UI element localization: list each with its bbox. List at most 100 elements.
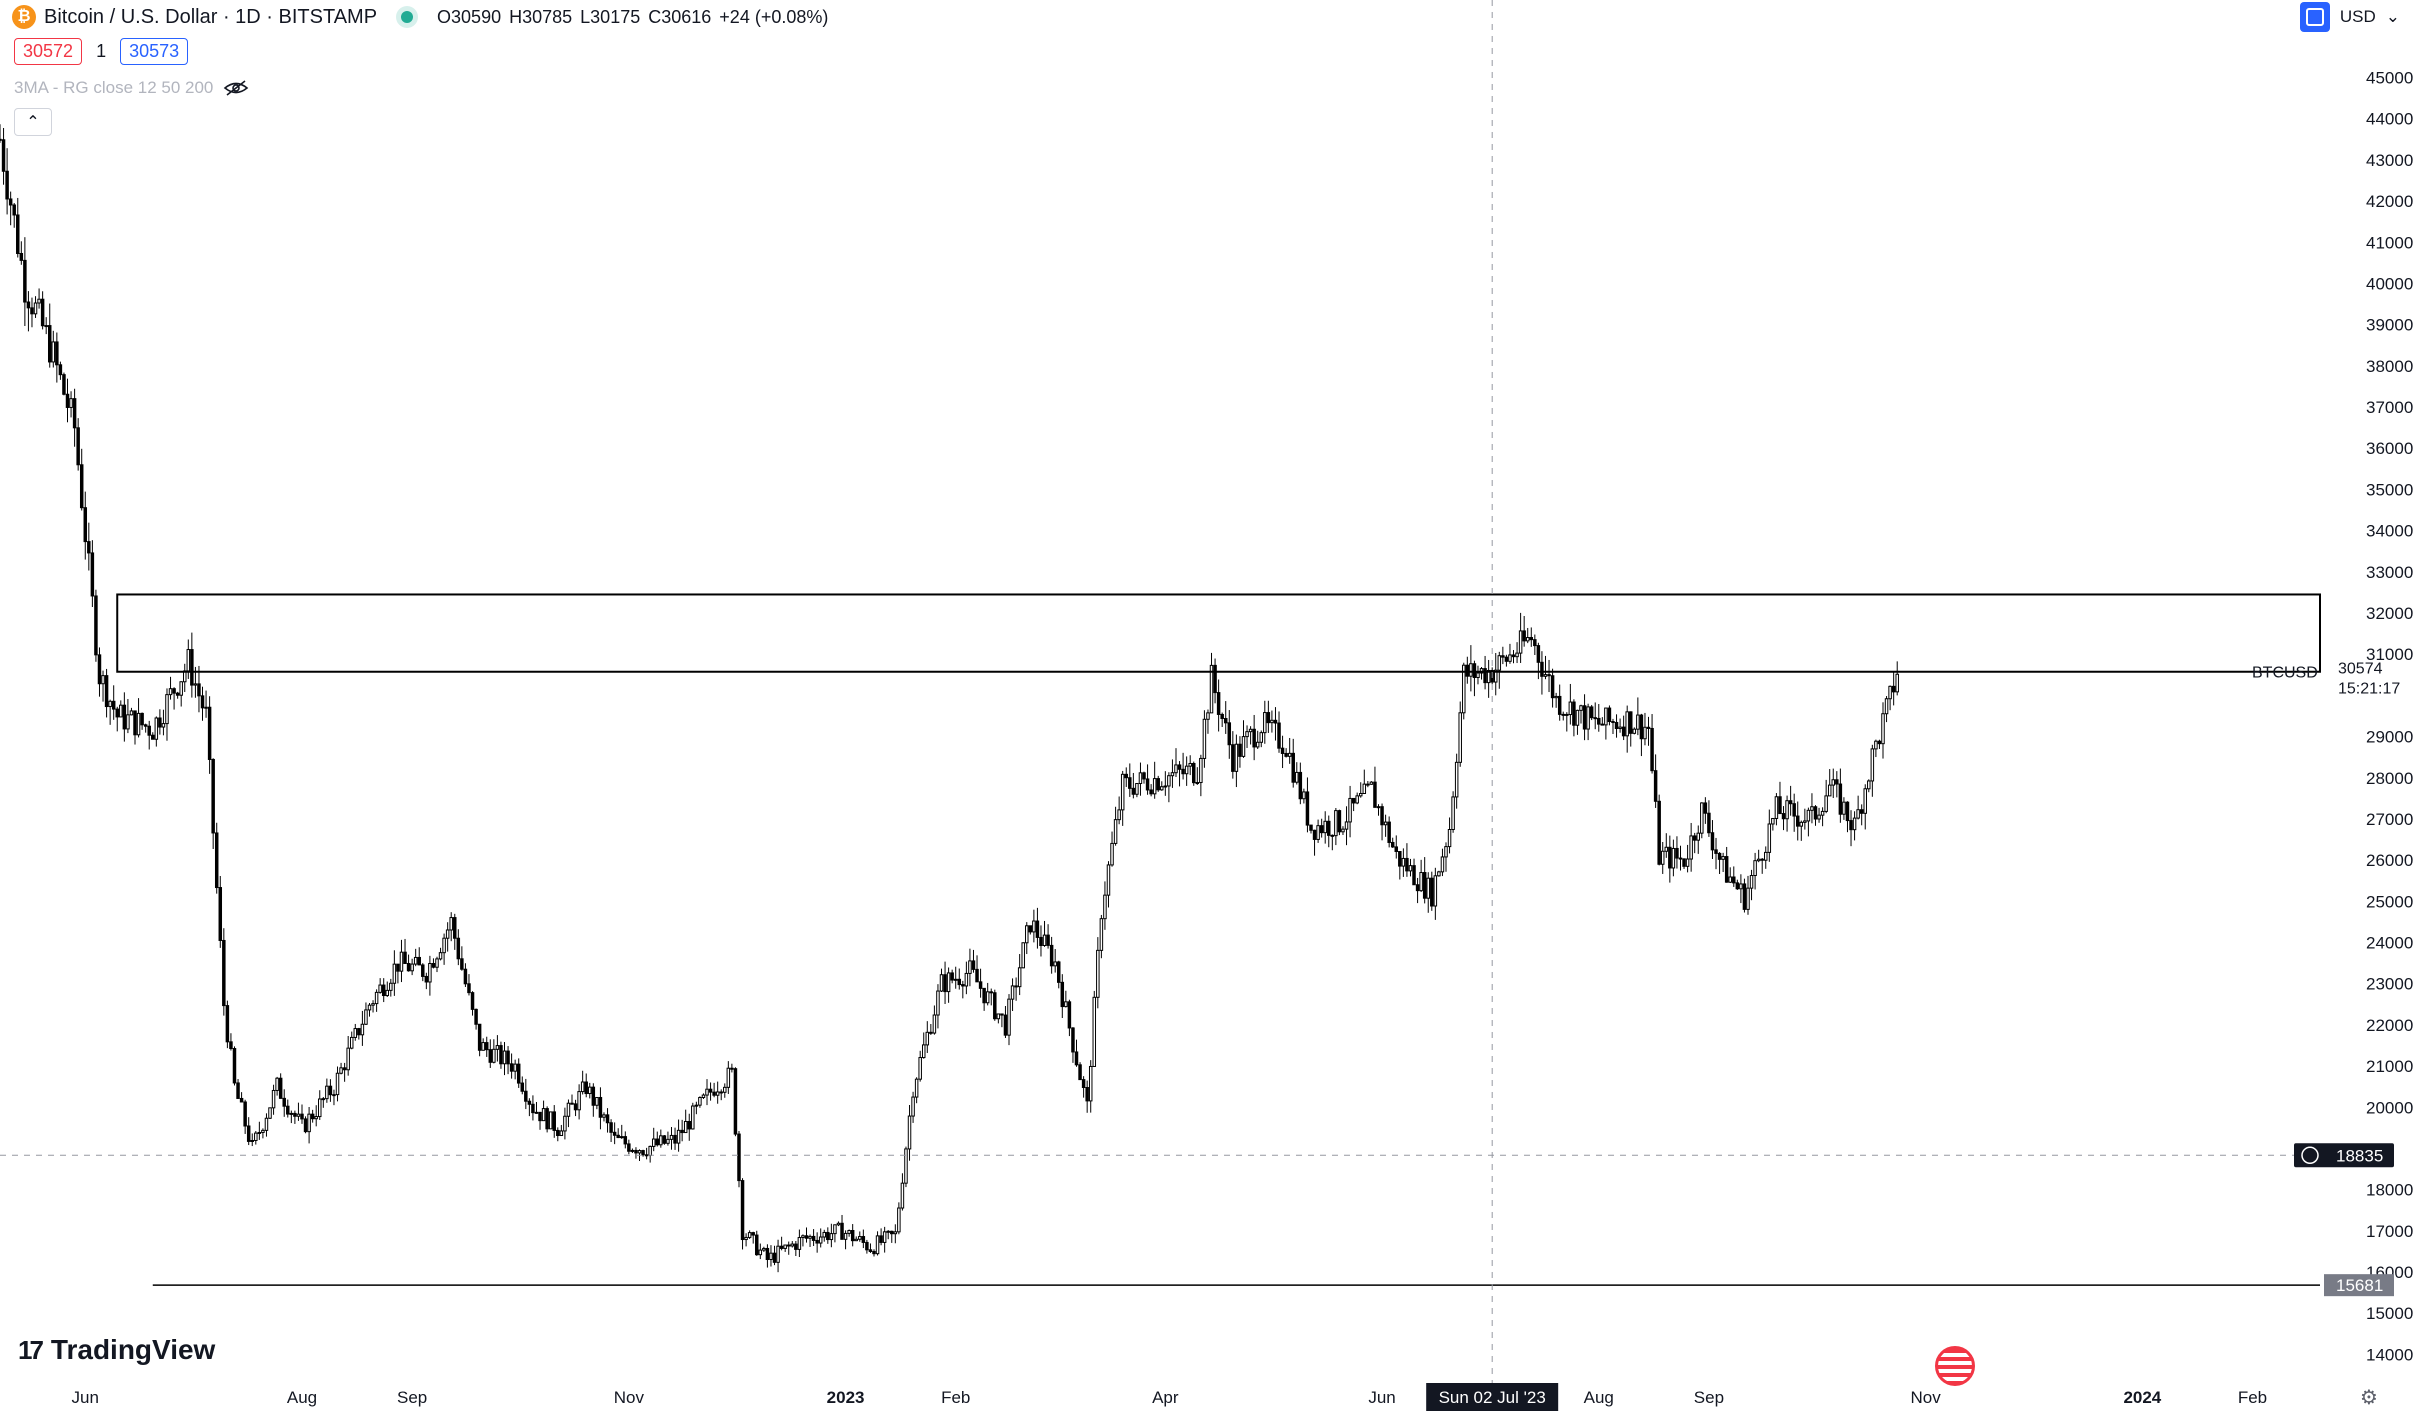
candle-body: [250, 1139, 254, 1142]
sell-price-button[interactable]: 30572: [14, 38, 83, 65]
candle-body: [246, 1125, 251, 1142]
candle-body: [907, 1115, 912, 1150]
candle-body: [1426, 877, 1430, 899]
candle-body: [1493, 669, 1498, 683]
candle: [1341, 826, 1345, 835]
candle-body: [1298, 771, 1303, 800]
candle-body: [1192, 762, 1196, 784]
candle-body: [1348, 797, 1352, 823]
candle: [1035, 907, 1040, 949]
candle: [239, 1092, 244, 1103]
candle-body: [1014, 985, 1018, 988]
candle: [467, 974, 471, 996]
time-tick-label: Aug: [287, 1388, 317, 1407]
price-tick-label: 23000: [2366, 975, 2413, 994]
candle: [179, 681, 183, 707]
candle-body: [1074, 1051, 1079, 1066]
candle-body: [1795, 815, 1800, 827]
collapse-legend-button[interactable]: ⌃: [14, 108, 52, 136]
symbol-title[interactable]: Bitcoin / U.S. Dollar · 1D · BITSTAMP: [44, 5, 378, 28]
gear-icon[interactable]: ⚙: [2360, 1387, 2378, 1409]
candle-body: [1501, 655, 1505, 658]
candle-body: [300, 1113, 304, 1120]
candle: [168, 676, 173, 700]
candle: [1597, 704, 1601, 732]
candle: [1607, 705, 1612, 726]
candle: [69, 391, 73, 418]
auto-scale-icon[interactable]: [2299, 2, 2330, 32]
time-tick-label: Jun: [1368, 1388, 1395, 1407]
candle-body: [449, 917, 453, 931]
candle-body: [1671, 847, 1676, 869]
tradingview-logo[interactable]: 17 TradingView: [18, 1334, 215, 1366]
candle: [1589, 704, 1594, 721]
currency-selector[interactable]: USD ⌄: [2299, 2, 2400, 32]
candle: [538, 1111, 542, 1130]
candle: [428, 955, 432, 996]
candle-body: [1323, 820, 1327, 834]
candle: [357, 1027, 361, 1040]
candle-body: [1543, 674, 1548, 677]
buy-price-button[interactable]: 30573: [120, 38, 189, 65]
candle: [1799, 820, 1804, 841]
candle-body: [1767, 823, 1772, 853]
candle-body: [421, 964, 425, 977]
candle: [932, 1005, 937, 1035]
candle: [1621, 715, 1626, 741]
candle-body: [1273, 719, 1278, 724]
candle-body: [993, 992, 997, 1020]
candle-body: [577, 1091, 581, 1111]
eye-hidden-icon[interactable]: [223, 79, 249, 97]
candle: [236, 1079, 240, 1099]
candle-body: [822, 1231, 827, 1238]
candle: [911, 1091, 915, 1123]
candle-body: [460, 958, 464, 970]
candle-body: [1820, 810, 1825, 816]
price-tick-label: 44000: [2366, 110, 2413, 129]
candle: [37, 288, 41, 309]
candle-body: [1593, 717, 1597, 720]
candle: [293, 1110, 297, 1124]
candle: [1764, 846, 1768, 869]
candle: [1113, 806, 1118, 846]
candle: [456, 929, 461, 966]
candle-body: [840, 1222, 844, 1240]
candle: [666, 1131, 670, 1146]
candle: [1792, 793, 1796, 832]
candle: [1533, 634, 1537, 655]
candle: [1305, 777, 1310, 833]
candle-body: [740, 1180, 745, 1241]
candle: [1025, 922, 1029, 955]
candle-body: [1415, 884, 1420, 892]
candle: [1735, 879, 1740, 890]
us-flag-event-icon[interactable]: [1935, 1346, 1975, 1386]
candle-body: [1515, 652, 1519, 658]
candle-body: [243, 1101, 247, 1127]
candle-body: [996, 1013, 1001, 1020]
candle-body: [1756, 858, 1761, 862]
candle-body: [737, 1133, 741, 1182]
candle-body: [843, 1232, 848, 1240]
candle-body: [1657, 800, 1661, 865]
candle-body: [1895, 673, 1899, 693]
candle-body: [1806, 809, 1811, 822]
candle-body: [392, 963, 397, 984]
candle-body: [12, 204, 16, 216]
candle-body: [484, 1042, 489, 1051]
candle-body: [83, 507, 88, 543]
candle: [1422, 857, 1427, 904]
candle: [1582, 694, 1587, 741]
candle-body: [1334, 810, 1338, 837]
candle-body: [1469, 663, 1473, 677]
candle: [1746, 875, 1750, 915]
candle: [1156, 775, 1160, 792]
candle: [1515, 642, 1519, 664]
candle: [769, 1245, 773, 1267]
candle: [1426, 872, 1430, 913]
candle: [1170, 759, 1175, 788]
candle: [1096, 937, 1100, 1009]
candle: [953, 966, 958, 989]
indicator-label[interactable]: 3MA - RG close 12 50 200: [14, 78, 214, 97]
candle: [229, 1033, 233, 1051]
